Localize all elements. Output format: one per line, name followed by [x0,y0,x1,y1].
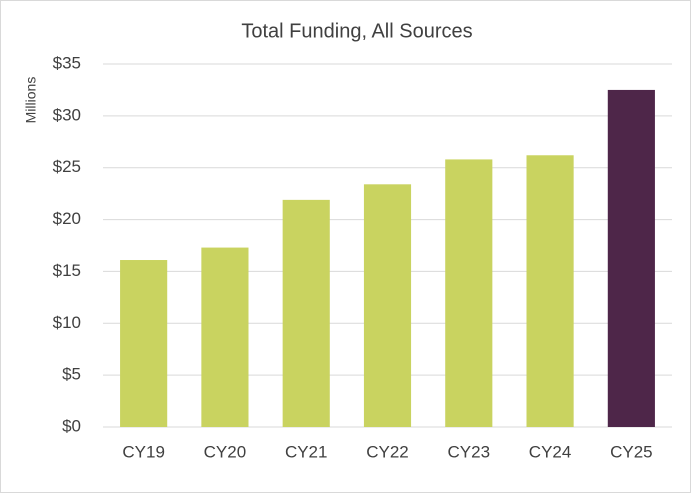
y-tick-label: $30 [53,105,81,124]
chart-title: Total Funding, All Sources [241,20,472,42]
bar [363,184,412,427]
y-tick-label: $15 [53,261,81,280]
bar [120,260,168,427]
x-tick-label: CY19 [122,442,165,461]
y-tick-label: $20 [53,209,81,228]
y-tick-label: $5 [62,365,81,384]
bar [282,199,330,427]
y-axis-label: Millions [23,77,39,124]
bar [526,155,574,428]
y-tick-label: $35 [53,53,81,72]
x-tick-label: CY21 [285,442,328,461]
y-tick-label: $10 [53,313,81,332]
x-tick-label: CY24 [529,442,572,461]
y-tick-label: $25 [53,157,81,176]
bar [607,89,655,427]
bar [445,159,493,427]
x-tick-label: CY25 [610,442,653,461]
bar [201,247,249,427]
x-tick-label: CY22 [366,442,409,461]
x-tick-label: CY20 [204,442,247,461]
x-tick-label: CY23 [448,442,491,461]
y-tick-label: $0 [62,416,81,435]
